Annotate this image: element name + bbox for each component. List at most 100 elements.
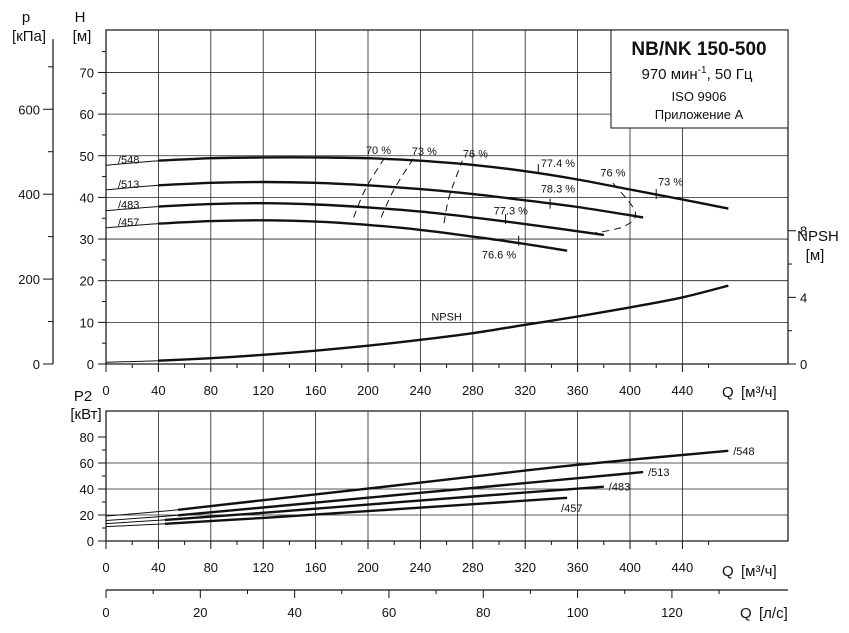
efficiency-line	[443, 160, 463, 224]
efficiency-label: 73 %	[658, 177, 683, 189]
power-x-tick-label: 440	[672, 560, 694, 575]
power-x-tick-label: 280	[462, 560, 484, 575]
power-curve	[177, 449, 729, 511]
head-x-axis-label: Q	[722, 384, 734, 401]
pressure-tick-label: 400	[18, 187, 40, 202]
power-x-tick-label: 40	[151, 560, 165, 575]
head-x-tick-label: 400	[619, 383, 641, 398]
head-panel: 0 10 20 30 40 50 60 70 0 200 400 600 0 4 8 0 40 80 120 1…	[12, 9, 839, 401]
efficiency-label: 76 %	[463, 148, 488, 160]
npsh-line-thin	[105, 285, 729, 363]
npsh-curve: NPSH	[105, 284, 729, 363]
flow-ls-tick-label: 0	[102, 605, 109, 620]
head-x-tick-label: 440	[672, 383, 694, 398]
efficiency-line	[353, 158, 385, 218]
head-x-tick-label: 80	[204, 383, 218, 398]
power-x-tick-label: 80	[204, 560, 218, 575]
power-curve-label: /513	[648, 467, 669, 479]
flow-ls-tick-label: 60	[382, 605, 396, 620]
power-x-tick-label: 120	[252, 560, 274, 575]
head-axis-unit: [м]	[73, 28, 92, 45]
head-x-ticks: 0 40 80 120 160 200 240 280 320 360 400 440	[102, 364, 710, 398]
power-tick-label: 0	[87, 534, 94, 549]
flow-ls-tick-label: 20	[193, 605, 207, 620]
power-x-tick-label: 360	[567, 560, 589, 575]
head-axis-label: H	[75, 9, 86, 26]
npsh-tick-label: 4	[800, 290, 807, 305]
chart-speed-exponent: -1	[698, 65, 707, 76]
power-grid	[106, 411, 788, 541]
power-curve-label: /483	[609, 482, 630, 494]
efficiency-labels: 70 % 73 % 76 % 77.4 % 76 % 73 % 78.3 % 77.3 % 76…	[366, 145, 683, 262]
power-curve-label: /548	[733, 446, 754, 458]
head-curve	[158, 219, 568, 252]
head-axis: 0 10 20 30 40 50 60 70	[80, 51, 106, 372]
head-x-axis-unit: [м³/ч]	[741, 384, 777, 401]
head-x-tick-label: 40	[151, 383, 165, 398]
head-tick-label: 70	[80, 65, 94, 80]
power-curve	[164, 496, 568, 525]
head-curve	[158, 180, 644, 219]
flow-ls-tick-label: 40	[287, 605, 301, 620]
head-curve	[158, 201, 604, 237]
power-curve	[177, 470, 644, 517]
power-curves: /548/513/483/457	[105, 446, 755, 528]
head-x-tick-label: 320	[514, 383, 536, 398]
head-curve-label: /457	[118, 217, 139, 229]
pressure-tick-label: 0	[33, 357, 40, 372]
head-x-tick-label: 120	[252, 383, 274, 398]
efficiency-label: 73 %	[412, 146, 437, 158]
flow-ls-ticks: 0 20 40 60 80 100 120	[102, 590, 720, 620]
npsh-axis-label: NPSH	[797, 228, 839, 245]
power-tick-label: 40	[80, 482, 94, 497]
head-tick-label: 50	[80, 149, 94, 164]
head-curve-label: /513	[118, 179, 139, 191]
efficiency-line	[380, 157, 415, 218]
flow-ls-axis: 0 20 40 60 80 100 120 Q [л/с]	[102, 589, 788, 622]
title-box: NB/NK 150-500 970 мин-1, 50 Гц ISO 9906 …	[610, 29, 789, 129]
head-x-tick-label: 360	[567, 383, 589, 398]
head-curve-label: /483	[118, 200, 139, 212]
power-x-tick-label: 0	[102, 560, 109, 575]
pressure-tick-label: 200	[18, 272, 40, 287]
head-x-tick-label: 240	[410, 383, 432, 398]
power-axis: 0 20 40 60 80	[80, 430, 106, 549]
pressure-tick-label: 600	[18, 102, 40, 117]
flow-ls-axis-unit: [л/с]	[759, 605, 788, 622]
head-curves: /548/513/483/457	[105, 154, 729, 252]
head-tick-label: 40	[80, 190, 94, 205]
flow-ls-axis-label: Q	[740, 605, 752, 622]
head-tick-label: 60	[80, 107, 94, 122]
chart-annex: Приложение А	[655, 107, 744, 122]
head-x-tick-label: 0	[102, 383, 109, 398]
efficiency-label: 76.6 %	[482, 249, 516, 261]
head-x-tick-label: 280	[462, 383, 484, 398]
npsh-axis-unit: [м]	[806, 247, 825, 264]
efficiency-label: 77.3 %	[494, 205, 528, 217]
head-tick-label: 20	[80, 274, 94, 289]
power-x-tick-label: 160	[305, 560, 327, 575]
chart-speed-value: 970 мин	[642, 66, 698, 83]
head-x-tick-label: 160	[305, 383, 327, 398]
head-curve-thin	[105, 202, 604, 236]
head-tick-label: 10	[80, 315, 94, 330]
power-curve-label: /457	[561, 503, 582, 515]
npsh-axis: 0 4 8	[788, 224, 807, 372]
efficiency-label: 77.4 %	[541, 158, 575, 170]
flow-ls-tick-label: 80	[476, 605, 490, 620]
head-curve	[158, 156, 729, 210]
chart-speed: 970 мин-1, 50 Гц	[642, 65, 753, 83]
pressure-axis-label: p	[22, 9, 30, 26]
power-x-axis-unit: [м³/ч]	[741, 563, 777, 580]
pressure-axis-unit: [кПа]	[12, 28, 46, 45]
power-x-ticks: 0 40 80 120 160 200 240 280 320 360 400 440	[102, 541, 710, 575]
power-tick-label: 20	[80, 508, 94, 523]
chart-title: NB/NK 150-500	[631, 39, 766, 60]
power-x-tick-label: 200	[357, 560, 379, 575]
npsh-label: NPSH	[431, 312, 462, 324]
pressure-axis: 0 200 400 600	[18, 39, 54, 372]
power-axis-unit: [кВт]	[70, 406, 101, 423]
npsh-line	[158, 284, 729, 362]
chart-standard: ISO 9906	[672, 89, 727, 104]
